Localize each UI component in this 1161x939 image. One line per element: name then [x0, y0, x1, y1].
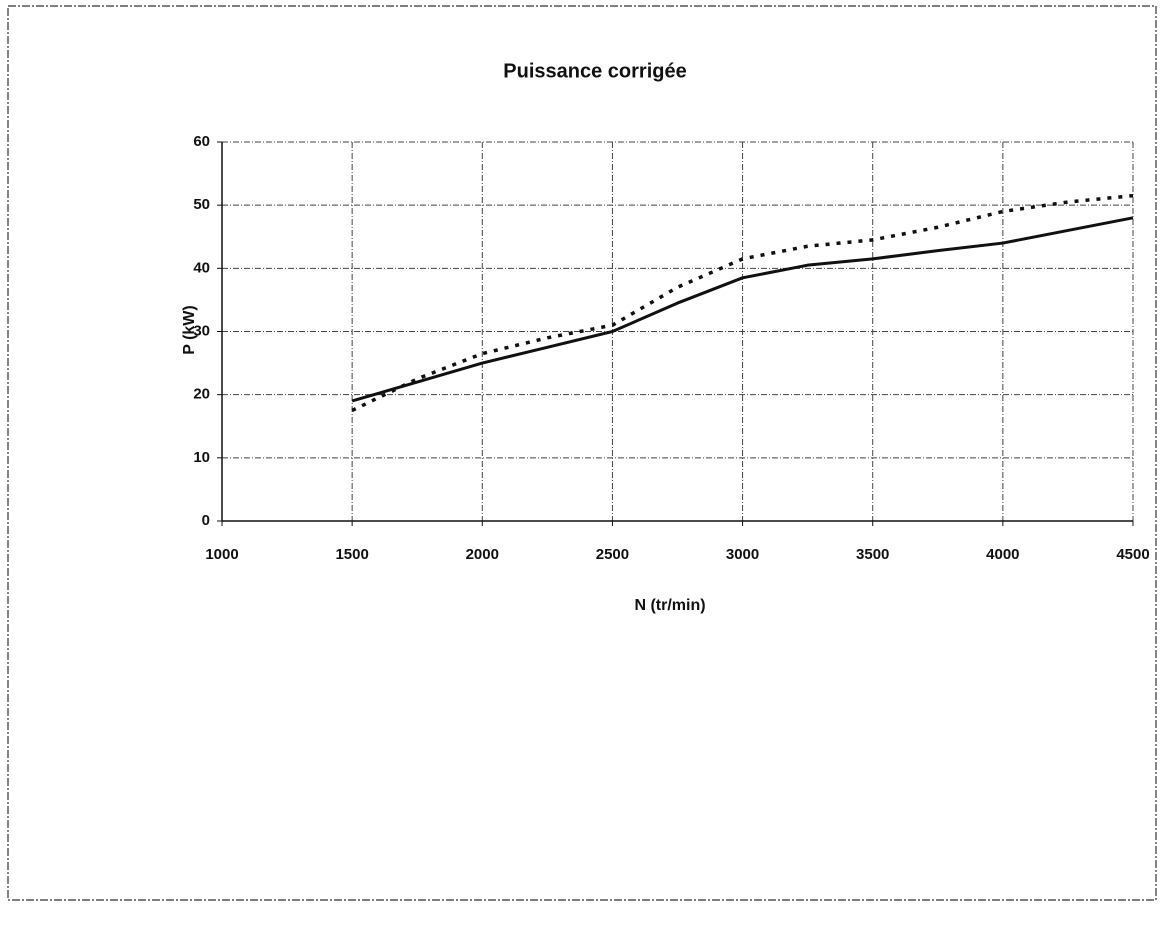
- series-line: [351, 193, 1134, 413]
- y-tick-label: 40: [193, 259, 210, 276]
- x-tick-label: 2000: [466, 546, 499, 563]
- x-tick-label: 4500: [1116, 546, 1149, 563]
- x-tick-label: 3500: [856, 546, 889, 563]
- x-axis-label: N (tr/min): [634, 597, 705, 614]
- y-axis-label: P (kW): [181, 305, 198, 354]
- x-tick-label: 1500: [335, 546, 368, 563]
- frame: [7, 5, 1157, 901]
- y-tick-label: 30: [193, 322, 210, 339]
- x-tick-label: 3000: [726, 546, 759, 563]
- x-tick-label: 4000: [986, 546, 1019, 563]
- y-tick-label: 50: [193, 196, 210, 213]
- y-tick-label: 0: [202, 512, 210, 529]
- x-tick-label: 2500: [596, 546, 629, 563]
- x-tick-label: 1000: [205, 546, 238, 563]
- y-tick-label: 60: [193, 133, 210, 150]
- y-tick-label: 10: [193, 449, 210, 466]
- y-tick-label: 20: [193, 386, 210, 403]
- series-line: [351, 216, 1134, 403]
- chart-title: Puissance corrigée: [503, 60, 686, 82]
